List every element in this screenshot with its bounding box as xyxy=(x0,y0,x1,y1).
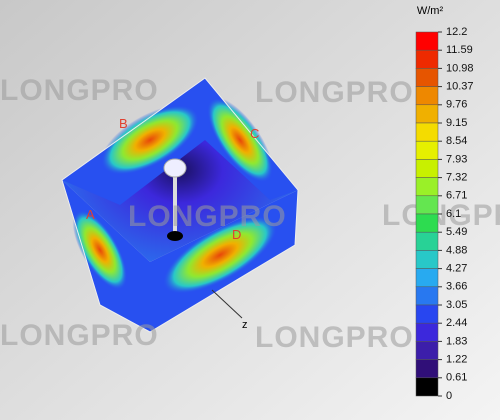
face-label: C xyxy=(250,126,259,141)
legend-tick-label: 3.05 xyxy=(446,299,467,311)
legend-swatch xyxy=(415,159,439,178)
legend-tick-label: 4.27 xyxy=(446,263,467,275)
legend-swatch xyxy=(415,377,439,397)
legend-tick-label: 6.71 xyxy=(446,190,467,202)
hotspot xyxy=(72,210,128,290)
legend-tick-label: 1.83 xyxy=(446,335,467,347)
legend-swatch xyxy=(415,268,439,288)
watermark: LONGPRO xyxy=(255,321,414,354)
watermark: LONGPRO xyxy=(0,319,159,352)
watermark: LONGPRO xyxy=(0,74,159,107)
legend-tick-label: 3.66 xyxy=(446,281,467,293)
legend-swatch xyxy=(415,49,439,69)
legend-swatch xyxy=(415,68,439,87)
legend-swatch xyxy=(415,86,439,106)
lamp-base xyxy=(167,231,183,241)
legend-tick-label: 6.1 xyxy=(446,208,461,220)
legend-tick-label: 0 xyxy=(446,390,452,402)
legend-tick-label: 1.22 xyxy=(446,354,467,366)
legend-tick-label: 12.2 xyxy=(446,26,467,38)
watermark: LONGPRO xyxy=(128,200,287,233)
hotspot xyxy=(206,97,274,183)
legend-tick-label: 10.98 xyxy=(446,62,474,74)
legend-swatch xyxy=(415,140,439,160)
model: A B C D z xyxy=(61,77,299,333)
watermark: LONGPRO xyxy=(382,199,500,232)
legend-swatch xyxy=(415,304,439,324)
legend-tick-label: 11.59 xyxy=(446,44,473,56)
legend-tick-label: 8.54 xyxy=(446,135,467,147)
legend-tick-label: 7.32 xyxy=(446,172,467,184)
legend-swatch xyxy=(415,122,439,142)
legend-swatch xyxy=(415,195,439,215)
legend-tick-label: 9.15 xyxy=(446,117,467,129)
face-label: A xyxy=(86,207,95,222)
legend-tick-label: 5.49 xyxy=(446,226,467,238)
axis xyxy=(211,289,243,319)
hotspot xyxy=(162,215,278,295)
face-label: D xyxy=(232,227,241,242)
legend-swatch xyxy=(415,104,439,124)
legend-tick-label: 2.44 xyxy=(446,317,467,329)
watermarks: LONGPRO LONGPRO LONGPRO LONGPRO LONGPRO … xyxy=(0,74,500,354)
legend-swatch xyxy=(415,286,439,306)
legend-tick-label: 4.88 xyxy=(446,244,467,256)
outline xyxy=(61,77,299,333)
legend-tick-label: 9.76 xyxy=(446,99,467,111)
legend-unit: W/m² xyxy=(417,5,444,17)
legend-swatch xyxy=(415,359,439,379)
legend-swatch xyxy=(415,213,439,233)
legend-swatch xyxy=(415,31,439,51)
color-legend: W/m² 12.2 11.59 10.98 10.37 9.76 9.15 8.54 7.93… xyxy=(415,5,474,402)
legend-tick-label: 7.93 xyxy=(446,153,467,165)
watermark: LONGPRO xyxy=(255,76,414,109)
face-label: B xyxy=(119,116,128,131)
legend-swatch xyxy=(415,177,439,197)
legend-tick-label: 10.37 xyxy=(446,81,474,93)
hotspot xyxy=(100,105,200,175)
legend-swatch xyxy=(415,322,439,342)
legend-swatch xyxy=(415,231,439,251)
legend-tick-label: 0.61 xyxy=(446,372,467,384)
lamp xyxy=(163,158,187,178)
axis-label: z xyxy=(242,319,248,331)
legend-swatch xyxy=(415,250,439,269)
legend-swatch xyxy=(415,341,439,360)
